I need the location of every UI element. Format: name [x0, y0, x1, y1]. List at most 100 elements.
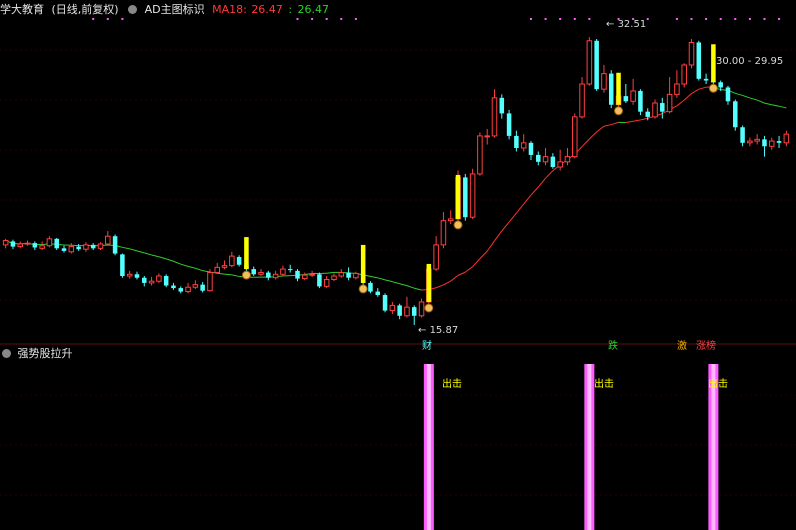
candle-body[interactable]: [76, 246, 81, 250]
candle-body[interactable]: [68, 246, 75, 253]
candle-body[interactable]: [536, 154, 541, 162]
candle-body[interactable]: [469, 173, 476, 218]
sub-panel-title[interactable]: 强势股拉升: [17, 347, 73, 360]
candle-body[interactable]: [542, 156, 549, 163]
candle-body[interactable]: [185, 286, 191, 293]
candle-body[interactable]: [440, 220, 447, 246]
candle-body[interactable]: [601, 73, 607, 90]
candle-body[interactable]: [433, 244, 439, 270]
candle-body[interactable]: [375, 291, 381, 296]
candle-body[interactable]: [411, 307, 417, 316]
candle-body[interactable]: [397, 305, 402, 316]
candle-body[interactable]: [418, 301, 425, 317]
candle-body[interactable]: [447, 218, 454, 222]
candle-body[interactable]: [463, 177, 468, 218]
candle-body[interactable]: [733, 101, 738, 128]
candle-body[interactable]: [148, 280, 155, 284]
candle-body[interactable]: [608, 73, 614, 105]
candle-body[interactable]: [499, 97, 505, 114]
candle-body[interactable]: [783, 133, 790, 144]
candle-body[interactable]: [652, 102, 658, 118]
candle-body[interactable]: [762, 139, 767, 147]
candle-body[interactable]: [134, 274, 140, 278]
candle-body[interactable]: [368, 282, 373, 292]
candle-body[interactable]: [382, 295, 388, 311]
candle-body[interactable]: [528, 142, 534, 155]
candle-body[interactable]: [280, 268, 286, 275]
candle-body[interactable]: [2, 240, 9, 246]
candle-body[interactable]: [550, 156, 556, 168]
candle-body[interactable]: [266, 272, 271, 278]
candle-body[interactable]: [520, 142, 527, 149]
candle-body[interactable]: [126, 273, 133, 277]
candle-body[interactable]: [718, 82, 723, 88]
candle-body[interactable]: [754, 138, 760, 142]
candle-body[interactable]: [331, 275, 337, 280]
candle-body[interactable]: [24, 242, 31, 245]
candle-body[interactable]: [477, 135, 483, 175]
candle-body[interactable]: [703, 78, 709, 81]
candle-body[interactable]: [272, 273, 279, 279]
candle-body[interactable]: [484, 135, 490, 138]
candle-body[interactable]: [17, 243, 24, 248]
candle-body[interactable]: [725, 87, 731, 102]
candle-body[interactable]: [178, 288, 184, 292]
candle-body[interactable]: [171, 285, 176, 289]
candle-body[interactable]: [192, 284, 199, 288]
candle-body[interactable]: [491, 97, 498, 137]
candle-body[interactable]: [54, 238, 59, 249]
candle-body[interactable]: [506, 113, 512, 136]
candle-body[interactable]: [346, 272, 351, 278]
candle-body[interactable]: [740, 127, 745, 143]
candle-body[interactable]: [630, 90, 636, 102]
candle-body[interactable]: [594, 40, 599, 90]
candle-body[interactable]: [10, 241, 16, 247]
candle-body[interactable]: [579, 83, 585, 118]
candle-body[interactable]: [564, 156, 571, 163]
candle-body[interactable]: [645, 111, 650, 117]
candle-body[interactable]: [674, 83, 680, 95]
candle-body[interactable]: [323, 278, 330, 287]
sub-toggle-icon[interactable]: [2, 349, 11, 358]
indicator-name[interactable]: AD主图标识: [144, 3, 205, 16]
candle-body[interactable]: [120, 254, 125, 276]
candle-body[interactable]: [353, 272, 359, 279]
candle-body[interactable]: [221, 265, 228, 268]
candle-body[interactable]: [696, 42, 702, 79]
candle-body[interactable]: [112, 236, 118, 254]
candle-body[interactable]: [338, 272, 345, 277]
candle-body[interactable]: [586, 40, 593, 85]
indicator-toggle-icon[interactable]: [128, 5, 138, 14]
candle-body[interactable]: [681, 64, 687, 85]
candle-body[interactable]: [768, 140, 775, 147]
candle-body[interactable]: [39, 245, 45, 249]
candle-body[interactable]: [214, 266, 221, 274]
candle-body[interactable]: [317, 274, 322, 287]
candle-body[interactable]: [302, 274, 308, 280]
candle-body[interactable]: [207, 272, 213, 292]
candle-body[interactable]: [295, 270, 300, 279]
candle-body[interactable]: [623, 96, 629, 102]
candlestick-series[interactable]: [2, 37, 790, 325]
candle-body[interactable]: [61, 248, 67, 251]
candle-body[interactable]: [97, 243, 104, 249]
candle-body[interactable]: [688, 41, 695, 66]
candle-body[interactable]: [156, 275, 162, 282]
candle-body[interactable]: [389, 304, 396, 312]
candle-body[interactable]: [660, 103, 665, 112]
candle-body[interactable]: [105, 235, 111, 245]
candle-body[interactable]: [251, 269, 256, 275]
candle-body[interactable]: [747, 140, 753, 144]
candle-body[interactable]: [776, 141, 782, 143]
candle-body[interactable]: [638, 90, 643, 112]
candle-body[interactable]: [163, 276, 169, 286]
candle-body[interactable]: [309, 273, 315, 276]
candle-body[interactable]: [571, 116, 578, 158]
candle-body[interactable]: [46, 238, 53, 247]
candle-body[interactable]: [83, 244, 89, 250]
candle-body[interactable]: [557, 161, 563, 168]
candle-body[interactable]: [142, 277, 147, 283]
candle-body[interactable]: [666, 93, 673, 113]
candle-body[interactable]: [200, 284, 205, 291]
